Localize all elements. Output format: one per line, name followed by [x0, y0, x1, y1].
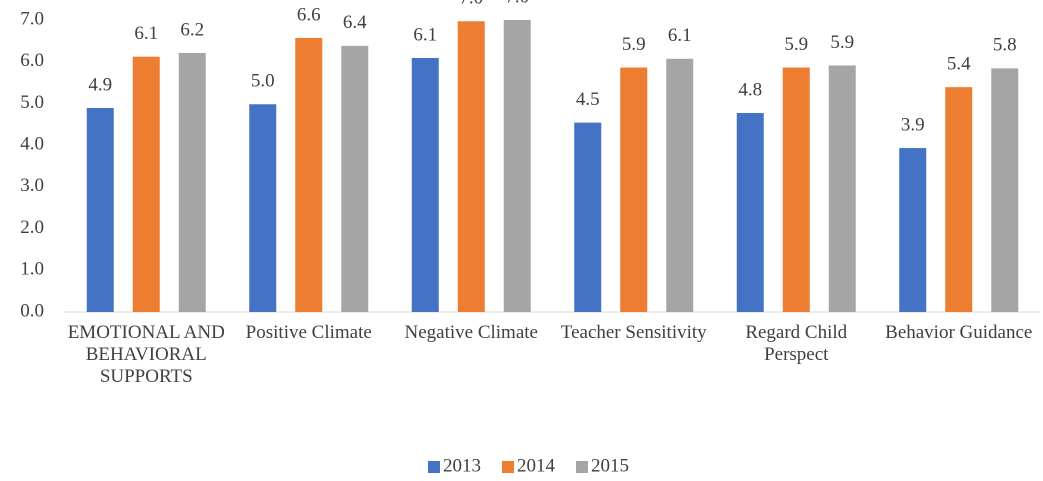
x-tick-label: Negative Climate: [404, 322, 538, 343]
legend-label: 2014: [517, 455, 556, 476]
data-label: 4.8: [738, 79, 762, 100]
bar: [666, 58, 694, 313]
legend-swatch: [576, 461, 588, 473]
data-label: 6.1: [134, 23, 158, 44]
bar: [736, 113, 764, 312]
data-label: 4.5: [576, 89, 600, 110]
bar: [411, 57, 439, 313]
data-label: 6.6: [297, 4, 321, 25]
data-label: 5.0: [251, 71, 275, 92]
data-label: 6.1: [413, 24, 437, 45]
bar: [249, 104, 277, 313]
data-label: 6.2: [180, 19, 204, 40]
bar: [991, 68, 1019, 312]
bar: [782, 67, 810, 312]
bar: [574, 122, 602, 312]
data-label: 5.9: [784, 34, 808, 55]
x-tick-label: Positive Climate: [245, 322, 372, 343]
x-tick-label: Behavior Guidance: [885, 322, 1033, 343]
y-tick-label: 3.0: [20, 175, 44, 196]
bar: [132, 56, 160, 312]
bar: [86, 108, 114, 312]
bar: [457, 21, 485, 312]
data-label: 5.9: [830, 32, 854, 53]
y-tick-label: 0.0: [20, 300, 44, 321]
legend-label: 2015: [591, 455, 629, 476]
data-label: 6.1: [668, 25, 692, 46]
data-label: 7.0: [459, 0, 483, 9]
bar: [620, 67, 648, 312]
legend-swatch: [502, 461, 514, 473]
bar: [341, 45, 369, 313]
y-tick-label: 6.0: [20, 50, 44, 71]
y-tick-label: 1.0: [20, 259, 44, 280]
bar: [503, 20, 531, 312]
y-tick-label: 7.0: [20, 8, 44, 29]
bar: [295, 37, 323, 313]
legend-swatch: [428, 461, 440, 473]
x-tick-label: Teacher Sensitivity: [560, 322, 707, 343]
bar: [899, 148, 927, 312]
bar: [178, 52, 206, 312]
x-tick-label: EMOTIONAL AND BEHAVIORAL SUPPORTS: [67, 322, 225, 387]
data-label: 5.4: [947, 54, 971, 75]
bar: [945, 87, 973, 312]
legend-label: 2013: [443, 455, 481, 476]
data-label: 7.0: [505, 0, 529, 7]
data-label: 6.4: [343, 12, 367, 33]
y-tick-label: 4.0: [20, 134, 44, 155]
data-label: 5.8: [993, 35, 1017, 56]
data-label: 4.9: [88, 74, 112, 95]
x-tick-label: Regard Child Perspect: [745, 322, 848, 365]
y-tick-label: 5.0: [20, 92, 44, 113]
data-label: 3.9: [901, 114, 925, 135]
bar: [828, 65, 856, 313]
data-label: 5.9: [622, 34, 646, 55]
y-tick-label: 2.0: [20, 217, 44, 238]
